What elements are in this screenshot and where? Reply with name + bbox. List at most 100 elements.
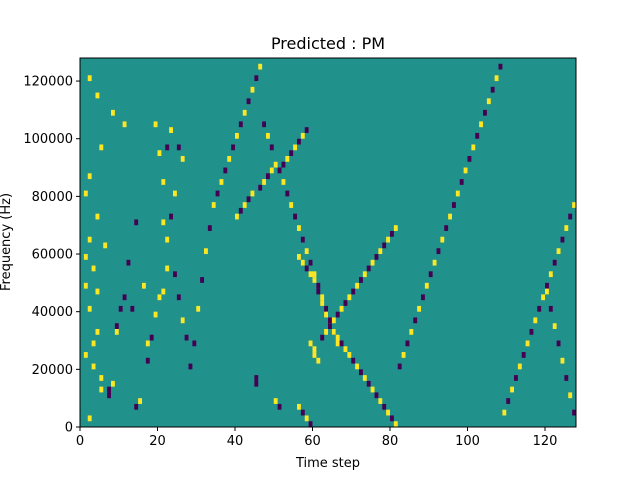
heatmap-cell bbox=[494, 75, 499, 82]
heatmap-cell bbox=[390, 415, 394, 422]
heatmap-cell bbox=[525, 340, 530, 347]
heatmap-cell bbox=[564, 225, 569, 231]
heatmap-cell bbox=[211, 202, 216, 208]
y-tick-label: 40000 bbox=[32, 305, 73, 320]
heatmap-cell bbox=[153, 121, 158, 128]
heatmap-cell bbox=[312, 271, 317, 278]
x-tick-label: 0 bbox=[76, 434, 84, 449]
heatmap-cell bbox=[87, 415, 92, 422]
heatmap-cell bbox=[142, 282, 146, 289]
heatmap-cell bbox=[548, 271, 553, 278]
heatmap-cell bbox=[114, 323, 119, 329]
heatmap-cell bbox=[196, 305, 201, 312]
heatmap-cell bbox=[157, 294, 162, 301]
heatmap-cell bbox=[258, 184, 263, 191]
heatmap-cell bbox=[370, 259, 375, 266]
heatmap-cell bbox=[308, 421, 313, 427]
heatmap-cell bbox=[421, 294, 425, 301]
heatmap-cell bbox=[548, 305, 553, 312]
heatmap-cell bbox=[312, 352, 317, 358]
heatmap-cell bbox=[235, 213, 239, 220]
y-tick-label: 0 bbox=[65, 421, 73, 436]
heatmap-cell bbox=[331, 317, 336, 324]
heatmap-cell bbox=[471, 144, 476, 151]
x-tick-label: 80 bbox=[382, 434, 399, 449]
heatmap-cell bbox=[231, 144, 235, 151]
heatmap-cell bbox=[366, 265, 371, 272]
heatmap-cell bbox=[475, 132, 480, 139]
heatmap-cell bbox=[153, 311, 158, 318]
heatmap-cell bbox=[242, 109, 247, 116]
heatmap-cell bbox=[304, 127, 309, 133]
heatmap-cell bbox=[545, 288, 549, 295]
heatmap-cell bbox=[114, 328, 119, 335]
heatmap-cell bbox=[254, 380, 259, 387]
heatmap-cell bbox=[83, 282, 88, 289]
heatmap-cell bbox=[246, 98, 251, 105]
heatmap-cell bbox=[277, 167, 282, 174]
heatmap-cell bbox=[304, 415, 309, 422]
heatmap-cell bbox=[440, 236, 445, 243]
heatmap-cell bbox=[320, 300, 325, 306]
y-axis-label: Frequency (Hz) bbox=[0, 193, 14, 291]
heatmap-cell bbox=[521, 352, 526, 358]
heatmap-cell bbox=[324, 328, 328, 335]
heatmap-cell bbox=[312, 277, 317, 283]
heatmap-cell bbox=[335, 311, 340, 318]
heatmap-cell bbox=[463, 167, 468, 174]
heatmap-cell bbox=[134, 219, 139, 226]
chart-title: Predicted : PM bbox=[271, 34, 385, 53]
plot-frame bbox=[79, 57, 577, 428]
heatmap-cell bbox=[552, 259, 557, 266]
heatmap-cell bbox=[467, 156, 472, 162]
heatmap-cell bbox=[328, 323, 332, 329]
heatmap-cell bbox=[308, 271, 313, 278]
heatmap-cell bbox=[262, 179, 266, 185]
y-tick-label: 20000 bbox=[32, 363, 73, 378]
heatmap-cell bbox=[413, 317, 418, 324]
heatmap-cell bbox=[320, 294, 325, 301]
heatmap-cell bbox=[223, 167, 228, 174]
heatmap-cell bbox=[95, 213, 100, 220]
heatmap-cell bbox=[378, 398, 383, 404]
heatmap-cell bbox=[161, 179, 166, 185]
heatmap-cell bbox=[107, 386, 111, 393]
heatmap-cell bbox=[405, 340, 410, 347]
x-axis-label: Time step bbox=[295, 456, 360, 471]
heatmap-cell bbox=[370, 386, 375, 393]
heatmap-cell bbox=[304, 248, 309, 255]
heatmap-cell bbox=[293, 213, 297, 220]
heatmap-cell bbox=[300, 132, 305, 139]
heatmap-cell bbox=[173, 271, 177, 278]
heatmap-cell bbox=[366, 380, 371, 387]
heatmap-cell bbox=[99, 144, 104, 151]
heatmap-cell bbox=[490, 86, 495, 93]
heatmap-cell bbox=[99, 375, 104, 381]
heatmap-cell bbox=[393, 421, 398, 427]
heatmap-cell bbox=[126, 259, 131, 266]
heatmap-cell bbox=[401, 352, 406, 358]
heatmap-cell bbox=[238, 207, 243, 214]
heatmap-cell bbox=[362, 271, 367, 278]
heatmap-cell bbox=[297, 138, 301, 145]
heatmap-cell bbox=[227, 156, 232, 162]
heatmap-cell bbox=[308, 340, 313, 347]
heatmap-cell bbox=[397, 363, 402, 370]
y-tick-label: 120000 bbox=[23, 75, 73, 90]
heatmap-cell bbox=[382, 403, 387, 410]
heatmap-cell bbox=[87, 173, 92, 180]
heatmap-cell bbox=[87, 305, 92, 312]
heatmap-cell bbox=[572, 202, 576, 208]
heatmap-cell bbox=[506, 398, 511, 404]
heatmap-cell bbox=[428, 271, 433, 278]
heatmap-cell bbox=[529, 328, 534, 335]
heatmap-cell bbox=[95, 288, 100, 295]
heatmap-cell bbox=[545, 282, 549, 289]
heatmap-cell bbox=[281, 161, 286, 168]
y-tick-label: 60000 bbox=[32, 248, 73, 263]
heatmap-cell bbox=[91, 363, 96, 370]
heatmap-cell bbox=[157, 150, 162, 157]
heatmap-cell bbox=[483, 109, 487, 116]
heatmap-cell bbox=[374, 392, 379, 399]
